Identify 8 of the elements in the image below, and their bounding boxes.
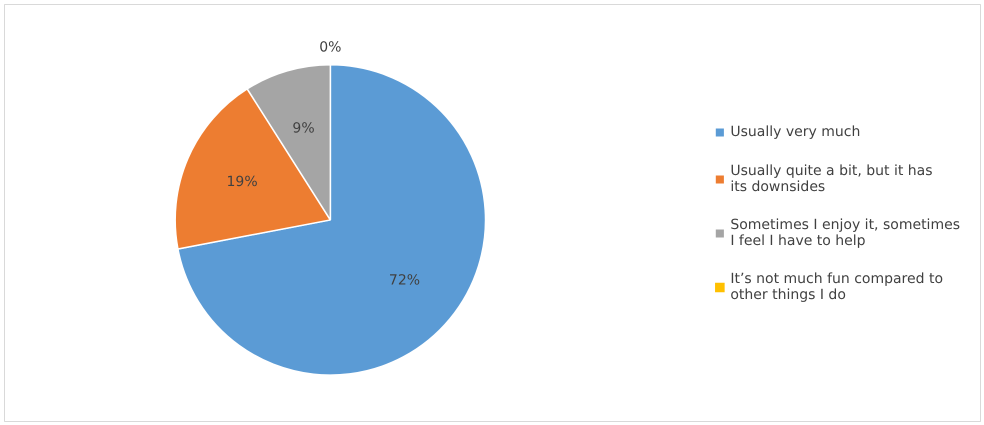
legend-label: Sometimes I enjoy it, sometimes I feel I have to help	[730, 216, 960, 248]
text: 0%	[319, 40, 342, 56]
data-label: 72%	[388, 272, 420, 289]
legend-label: Usually quite a bit, but it has its downsides	[730, 162, 933, 194]
legend-label: Usually very much	[730, 122, 860, 140]
legend-label: It’s not much fun compared to other things I do	[730, 270, 944, 302]
data-label: 19%	[226, 174, 258, 190]
data-label: 9%	[292, 120, 315, 136]
